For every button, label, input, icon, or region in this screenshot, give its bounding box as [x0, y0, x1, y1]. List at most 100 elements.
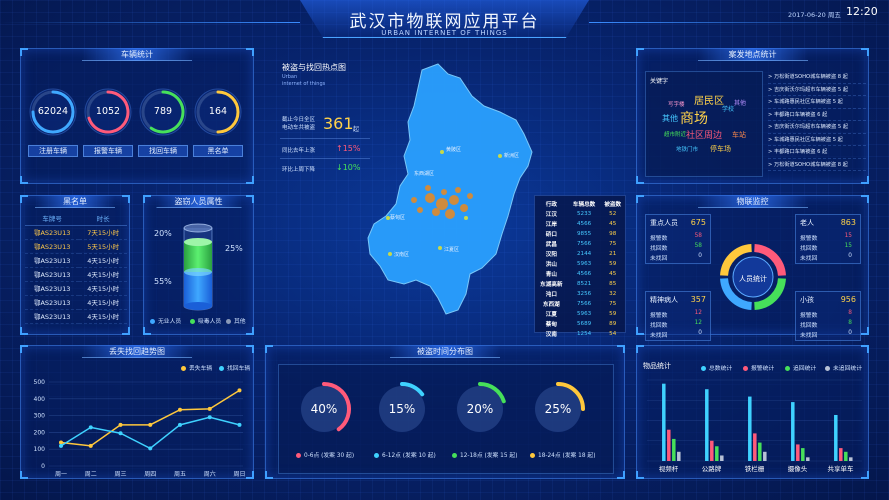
thief-attributes-title: 盗窃人员属性 [156, 195, 241, 208]
word-other-2[interactable]: 其他 [734, 100, 747, 107]
list-item[interactable]: > 吉庆街沃尔玛超市车辆被盗 5 起 [768, 121, 866, 134]
person-group-box[interactable]: 精神病人 357 报警数 12 找回数 12 未找回 0 [645, 291, 711, 341]
group-row-label: 报警数 [650, 236, 668, 242]
list-item[interactable]: > 丰都路口车辆被盗 6 起 [768, 109, 866, 121]
district-label-hannan: 汉南区 [394, 252, 410, 258]
district-name: 江夏 [545, 312, 557, 318]
table-row[interactable]: 鄂AS23U13 4天15小时 [25, 253, 127, 268]
bar [677, 451, 681, 461]
table-row[interactable]: 江汉 5233 52 [535, 209, 625, 219]
person-group-box[interactable]: 老人 863 报警数 15 找回数 15 未找回 0 [795, 214, 861, 264]
ring-bg [29, 88, 77, 136]
word-parking[interactable]: 停车场 [710, 145, 731, 153]
x-tick-label: 视频杆 [659, 464, 679, 473]
table-row[interactable]: 汉阳 2144 21 [535, 249, 625, 259]
district-name: 青山 [545, 272, 557, 278]
group-name: 老人 [800, 219, 814, 227]
trend-panel: 丢失找回趋势图 丢失车辆 找回车辆 0 100 200 300 400 500 周一 周二 周三… [20, 345, 254, 479]
registered-vehicles-value: 62024 [37, 106, 69, 117]
district-stolen: 85 [609, 281, 617, 287]
recovered-vehicles-button[interactable]: 找回车辆 [138, 145, 188, 157]
list-item[interactable]: > 吉庆街沃尔玛超市车辆被盗 5 起 [768, 84, 866, 96]
group-total: 956 [840, 295, 856, 304]
list-item[interactable]: > 万松街道SOHO城车辆被盗 8 起 [768, 159, 866, 171]
group-name: 小孩 [800, 296, 814, 304]
time-dist-panel: 被盗时间分布图 40% 15% 20% 25% 0-6点 (发案 30 起) 6… [265, 345, 625, 479]
blacklist-button[interactable]: 黑名单 [193, 145, 243, 157]
table-row[interactable]: 武昌 7566 75 [535, 239, 625, 249]
district-stolen: 75 [609, 241, 617, 247]
word-subway[interactable]: 地铁门市 [676, 147, 699, 153]
table-row[interactable]: 江夏 5963 59 [535, 309, 625, 319]
table-row[interactable]: 鄂AS23U13 4天15小时 [25, 267, 127, 282]
table-row[interactable]: 鄂AS23U13 5天15小时 [25, 239, 127, 254]
thief-pct-right: 25% [225, 244, 243, 253]
bar [839, 448, 843, 461]
time-ring-arc [478, 382, 506, 404]
table-row[interactable]: 鄂AS23U13 4天15小时 [25, 281, 127, 296]
table-row[interactable]: 汉南 1254 54 [535, 329, 625, 339]
registered-vehicles-button[interactable]: 注册车辆 [28, 145, 78, 157]
word-residential[interactable]: 居民区 [694, 96, 724, 107]
alarm-vehicles-button[interactable]: 报警车辆 [83, 145, 133, 157]
wuhan-map[interactable] [270, 48, 625, 334]
table-row[interactable]: 沌口 3256 32 [535, 289, 625, 299]
district-table: 行政 车辆总数 被盗数 江汉 5233 52 江岸 4566 45 硚口 9855 98 武昌 75… [535, 199, 625, 339]
table-row[interactable]: 鄂AS23U13 4天15小时 [25, 309, 127, 324]
word-school[interactable]: 学校 [722, 106, 735, 113]
thief-attributes-panel: 盗窃人员属性 20% 25% 55% 无业人员 吸毒人员 其他 [143, 195, 254, 335]
table-row[interactable]: 东湖高新 8521 85 [535, 279, 625, 289]
blacklist-header-plate: 车牌号 [25, 212, 80, 226]
group-row-label: 未找回 [800, 333, 818, 339]
list-item[interactable]: > 车城路惠民社区车辆被盗 5 起 [768, 134, 866, 146]
alarm-vehicles-value: 1052 [95, 106, 121, 117]
time-ring-bg [379, 386, 425, 432]
blacklist-duration: 4天15小时 [79, 309, 127, 324]
district-name: 东湖高新 [540, 282, 563, 288]
cylinder-chart [183, 223, 213, 311]
blacklist-plate: 鄂AS23U13 [25, 253, 80, 268]
blacklist-plate: 鄂AS23U13 [25, 309, 80, 324]
person-group-box[interactable]: 重点人员 675 报警数 58 找回数 58 未找回 0 [645, 214, 711, 264]
table-row[interactable]: 鄂AS23U13 7天15小时 [25, 225, 127, 240]
table-row[interactable]: 江岸 4566 45 [535, 219, 625, 229]
word-other-1[interactable]: 其他 [662, 114, 678, 123]
bar [763, 451, 767, 461]
group-row-value: 0 [848, 253, 852, 259]
heatmap-sub2: internet of things [282, 81, 326, 87]
x-tick-label: 周六 [204, 470, 216, 478]
group-row-label: 未找回 [650, 256, 668, 262]
word-supermarket[interactable]: 超市附近 [664, 132, 687, 138]
y-tick-label: 400 [34, 396, 46, 403]
data-point [237, 388, 242, 393]
data-point [148, 422, 153, 427]
table-row[interactable]: 青山 4566 45 [535, 269, 625, 279]
district-label-xinzhou: 新洲区 [504, 153, 520, 159]
table-row[interactable]: 洪山 5963 59 [535, 259, 625, 269]
goods-legend-alarm: 报警统计 [743, 363, 774, 372]
word-office[interactable]: 写字楼 [668, 102, 685, 108]
list-item[interactable]: > 车城路惠民社区车辆被盗 5 起 [768, 96, 866, 109]
group-total: 863 [840, 218, 856, 227]
district-label-huangpi: 黄陂区 [446, 147, 462, 153]
blacklist-duration: 4天15小时 [79, 281, 127, 296]
table-row[interactable]: 东西湖 7566 75 [535, 299, 625, 309]
word-community[interactable]: 社区周边 [686, 131, 723, 141]
goods-legend-total: 总数统计 [701, 363, 732, 372]
ring-segment [720, 244, 753, 277]
group-row-value: 8 [848, 310, 852, 316]
district-table-panel: 行政 车辆总数 被盗数 江汉 5233 52 江岸 4566 45 硚口 9855 98 武昌 75… [534, 195, 626, 338]
list-item[interactable]: > 丰都路口车辆被盗 6 起 [768, 146, 866, 159]
word-station[interactable]: 车站 [732, 131, 746, 139]
table-row[interactable]: 蔡甸 5689 89 [535, 319, 625, 329]
group-total: 357 [690, 295, 706, 304]
table-row[interactable]: 鄂AS23U13 4天15小时 [25, 295, 127, 310]
word-mall[interactable]: 商场 [680, 111, 708, 127]
group-name: 重点人员 [650, 219, 678, 227]
list-item[interactable]: > 万松街道SOHO城车辆被盗 8 起 [768, 71, 866, 84]
blacklist-table: 车牌号 时长 鄂AS23U13 7天15小时 鄂AS23U13 5天15小时 鄂AS23… [25, 212, 127, 324]
table-row[interactable]: 硚口 9855 98 [535, 229, 625, 239]
thief-pct-bottom: 55% [154, 277, 172, 286]
header-line-left [0, 22, 300, 23]
person-group-box[interactable]: 小孩 956 报警数 8 找回数 8 未找回 0 [795, 291, 861, 341]
